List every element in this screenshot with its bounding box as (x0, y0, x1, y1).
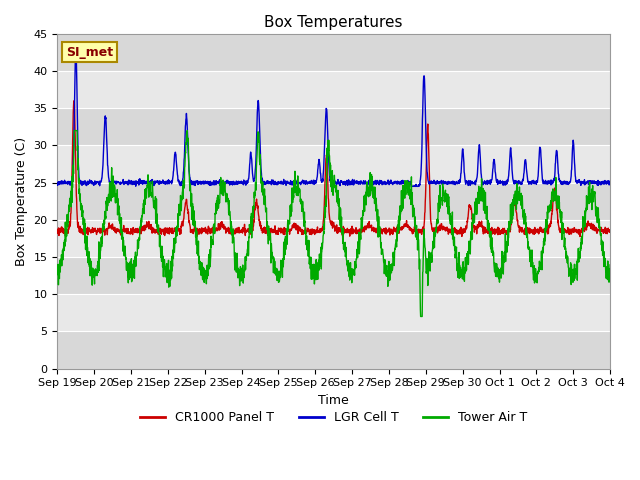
Y-axis label: Box Temperature (C): Box Temperature (C) (15, 137, 28, 266)
Legend: CR1000 Panel T, LGR Cell T, Tower Air T: CR1000 Panel T, LGR Cell T, Tower Air T (135, 406, 532, 429)
Text: SI_met: SI_met (66, 46, 113, 59)
Title: Box Temperatures: Box Temperatures (264, 15, 403, 30)
X-axis label: Time: Time (318, 394, 349, 407)
Bar (58, 220, 610, 257)
Bar (58, 294, 610, 331)
Bar (58, 71, 610, 108)
Bar (58, 145, 610, 183)
